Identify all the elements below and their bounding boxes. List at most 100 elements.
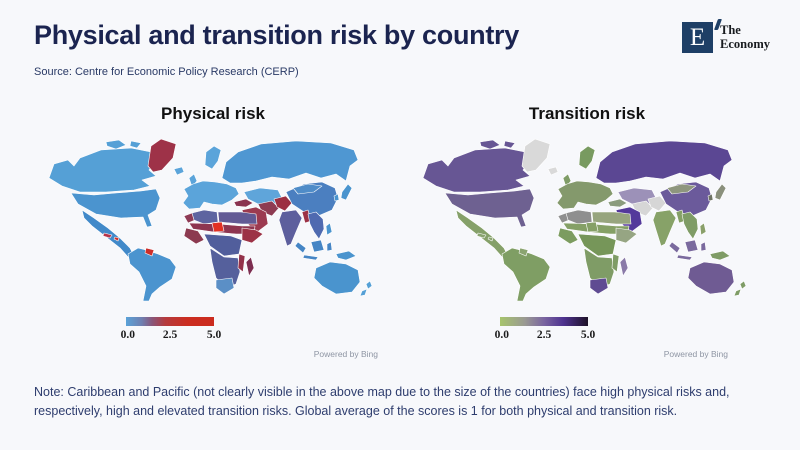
map-region-cuba[interactable] bbox=[102, 232, 112, 239]
tick-max: 5.0 bbox=[580, 329, 596, 341]
map-region-greenland[interactable] bbox=[147, 138, 176, 173]
map-region-uk[interactable] bbox=[188, 173, 197, 188]
map-region-new-guinea[interactable] bbox=[709, 250, 730, 261]
map-region-libya-egypt[interactable] bbox=[591, 211, 631, 225]
map-region-turkey[interactable] bbox=[607, 198, 627, 208]
map-region-new-zealand[interactable] bbox=[733, 280, 746, 297]
tick-min: 0.0 bbox=[494, 329, 509, 341]
map-region-madagascar[interactable] bbox=[245, 256, 254, 277]
map-region-japan[interactable] bbox=[340, 183, 352, 201]
map-region-canada[interactable] bbox=[422, 147, 530, 193]
footnote: Note: Caribbean and Pacific (not clearly… bbox=[34, 385, 730, 418]
physical-risk-panel: Physical risk 0.0 2.5 5.0 Powered by Bin… bbox=[26, 90, 400, 359]
map-region-japan[interactable] bbox=[714, 183, 726, 201]
map-region-mozambique[interactable] bbox=[237, 253, 245, 273]
map-region-philippines[interactable] bbox=[699, 222, 706, 236]
map-region-indonesia[interactable] bbox=[294, 239, 332, 261]
physical-risk-choropleth[interactable] bbox=[46, 136, 381, 301]
map-region-east-africa[interactable] bbox=[615, 227, 637, 244]
map-region-korea[interactable] bbox=[707, 193, 713, 202]
map-region-australia[interactable] bbox=[313, 261, 360, 295]
map-region-arctic-islands[interactable] bbox=[479, 139, 515, 150]
logo-line1: The bbox=[720, 23, 741, 38]
map-region-niger[interactable] bbox=[585, 221, 598, 233]
map-region-west-africa[interactable] bbox=[557, 227, 578, 245]
map-region-europe[interactable] bbox=[556, 180, 613, 210]
header: Physical and transition risk by country … bbox=[0, 0, 800, 53]
map-region-maghreb[interactable] bbox=[191, 209, 218, 225]
map-region-east-africa[interactable] bbox=[241, 227, 263, 244]
slide: Physical and transition risk by country … bbox=[0, 0, 800, 418]
map-region-new-guinea[interactable] bbox=[335, 250, 356, 261]
map-region-libya-egypt[interactable] bbox=[217, 211, 257, 225]
physical-map-title: Physical risk bbox=[161, 104, 265, 123]
source-line: Source: Centre for Economic Policy Resea… bbox=[34, 66, 299, 78]
map-region-scandinavia[interactable] bbox=[204, 145, 221, 170]
map-region-mongolia[interactable] bbox=[666, 183, 696, 195]
map-region-central-africa[interactable] bbox=[203, 233, 242, 257]
map-region-niger[interactable] bbox=[211, 221, 224, 233]
map-region-hispaniola[interactable] bbox=[113, 236, 119, 242]
map-region-scandinavia[interactable] bbox=[578, 145, 595, 170]
map-region-pakistan[interactable] bbox=[273, 195, 292, 212]
map-region-india[interactable] bbox=[652, 209, 676, 247]
map-region-new-zealand[interactable] bbox=[359, 280, 372, 297]
transition-legend: 0.0 2.5 5.0 bbox=[495, 317, 596, 344]
map-region-india[interactable] bbox=[278, 209, 302, 247]
powered-by-bing: Powered by Bing bbox=[313, 349, 378, 359]
physical-legend: 0.0 2.5 5.0 bbox=[121, 317, 222, 344]
map-region-southeast-asia[interactable] bbox=[307, 211, 324, 240]
map-region-russia[interactable] bbox=[221, 140, 358, 184]
map-region-usa[interactable] bbox=[70, 188, 160, 228]
map-region-pakistan[interactable] bbox=[647, 195, 666, 212]
transition-colorbar bbox=[500, 317, 588, 326]
tick-min: 0.0 bbox=[120, 329, 135, 341]
logo-e-icon: E bbox=[682, 19, 722, 53]
map-region-mozambique[interactable] bbox=[611, 253, 619, 273]
map-region-cuba[interactable] bbox=[476, 232, 486, 239]
logo-letter: E bbox=[689, 23, 706, 51]
map-region-greenland[interactable] bbox=[521, 138, 550, 173]
map-region-korea[interactable] bbox=[333, 193, 339, 202]
map-region-south-africa[interactable] bbox=[589, 277, 608, 295]
map-region-turkey[interactable] bbox=[233, 198, 253, 208]
map-region-indonesia[interactable] bbox=[668, 239, 706, 261]
transition-risk-choropleth[interactable] bbox=[420, 136, 755, 301]
physical-colorbar-ticks: 0.0 2.5 5.0 bbox=[121, 329, 222, 344]
map-region-iceland[interactable] bbox=[547, 166, 558, 176]
tick-mid: 2.5 bbox=[162, 329, 178, 341]
map-region-madagascar[interactable] bbox=[619, 256, 628, 277]
map-region-west-africa[interactable] bbox=[183, 227, 204, 245]
transition-colorbar-ticks: 0.0 2.5 5.0 bbox=[495, 329, 596, 344]
maps-row: Physical risk 0.0 2.5 5.0 Powered by Bin… bbox=[0, 90, 800, 359]
map-region-mongolia[interactable] bbox=[292, 183, 322, 195]
tick-max: 5.0 bbox=[206, 329, 222, 341]
map-region-uk[interactable] bbox=[562, 173, 571, 188]
map-region-philippines[interactable] bbox=[325, 222, 332, 236]
map-region-arctic-islands[interactable] bbox=[105, 139, 141, 150]
map-region-iceland[interactable] bbox=[173, 166, 184, 176]
page-title: Physical and transition risk by country bbox=[34, 20, 519, 50]
map-region-central-africa[interactable] bbox=[577, 233, 616, 257]
the-economy-logo: E The Economy bbox=[682, 19, 770, 53]
map-region-usa[interactable] bbox=[444, 188, 534, 228]
map-region-southeast-asia[interactable] bbox=[681, 211, 698, 240]
powered-by-bing: Powered by Bing bbox=[663, 349, 728, 359]
map-region-southern-africa[interactable] bbox=[209, 247, 240, 289]
logo-line2: Economy bbox=[720, 36, 770, 51]
logo-wordmark: The Economy bbox=[720, 24, 770, 50]
tick-mid: 2.5 bbox=[536, 329, 552, 341]
map-region-europe[interactable] bbox=[182, 180, 239, 210]
map-region-maghreb[interactable] bbox=[565, 209, 592, 225]
map-region-south-africa[interactable] bbox=[215, 277, 234, 295]
transition-map-title: Transition risk bbox=[528, 104, 646, 123]
map-region-australia[interactable] bbox=[687, 261, 734, 295]
transition-risk-panel: Transition risk 0.0 2.5 5.0 Powered by B… bbox=[400, 90, 774, 359]
map-region-southern-africa[interactable] bbox=[583, 247, 614, 289]
map-region-guianas[interactable] bbox=[144, 247, 154, 257]
map-region-canada[interactable] bbox=[48, 147, 156, 193]
physical-colorbar bbox=[126, 317, 214, 326]
map-region-guianas[interactable] bbox=[518, 247, 528, 257]
map-region-hispaniola[interactable] bbox=[487, 236, 493, 242]
map-region-russia[interactable] bbox=[595, 140, 732, 184]
